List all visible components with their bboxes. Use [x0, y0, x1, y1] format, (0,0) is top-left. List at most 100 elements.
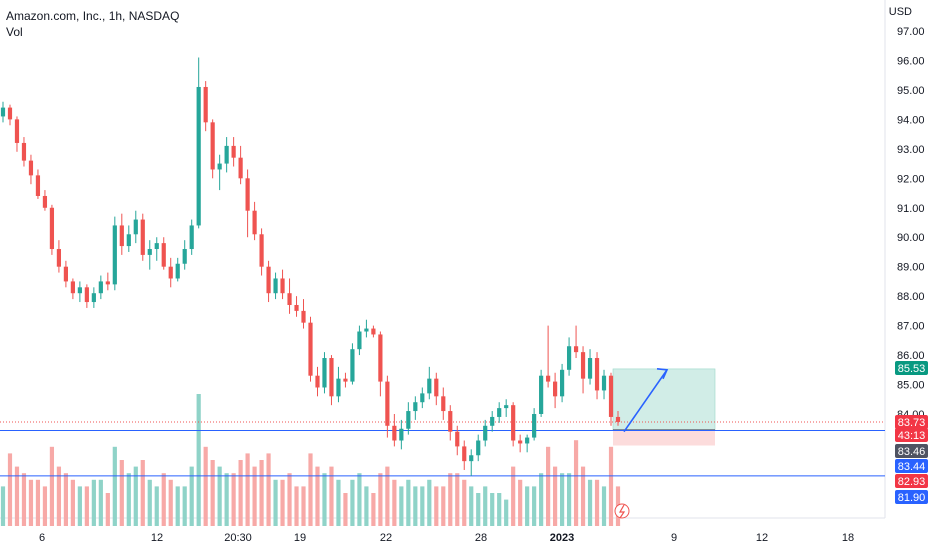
- candle-body: [168, 266, 173, 279]
- candle-body: [105, 281, 110, 285]
- candle-body: [126, 234, 131, 247]
- candle-body: [189, 225, 194, 250]
- price-badge-label: 82.93: [898, 476, 926, 488]
- candle-body: [238, 157, 243, 179]
- volume-bar: [539, 473, 544, 526]
- volume-bar: [56, 466, 62, 526]
- candle-body: [0, 107, 6, 117]
- volume-bar: [245, 453, 250, 526]
- candle-body: [196, 86, 201, 226]
- candle-body: [182, 249, 187, 264]
- candle-body: [392, 425, 397, 441]
- price-tick-label: 92.00: [897, 173, 925, 185]
- candle-body: [476, 440, 481, 456]
- candle-body: [49, 207, 55, 250]
- candle-body: [601, 375, 607, 391]
- volume-bar: [0, 486, 6, 526]
- volume-bar: [371, 493, 376, 526]
- candle-body: [615, 416, 621, 422]
- volume-bar: [392, 479, 397, 526]
- volume-bar: [287, 473, 292, 526]
- candle-body: [587, 358, 593, 379]
- lightning-icon[interactable]: [614, 503, 630, 519]
- volume-bar: [84, 486, 89, 526]
- candle-body: [203, 86, 208, 123]
- price-tick-label: 87.00: [897, 321, 925, 333]
- price-tick-label: 93.00: [897, 144, 925, 156]
- symbol-title[interactable]: Amazon.com, Inc., 1h, NASDAQ: [6, 9, 180, 23]
- volume-bar: [559, 473, 565, 526]
- volume-bar: [546, 446, 551, 526]
- candle-body: [343, 378, 348, 382]
- candle-body: [580, 352, 586, 379]
- stop-zone[interactable]: [613, 429, 715, 446]
- volume-bar: [224, 473, 229, 526]
- volume-bar: [329, 466, 334, 526]
- candle-body: [161, 243, 166, 267]
- volume-bar: [455, 473, 460, 526]
- volume-bar: [476, 493, 481, 526]
- candle-body: [378, 334, 383, 382]
- price-tick-label: 96.00: [897, 55, 925, 67]
- candle-body: [63, 266, 68, 282]
- price-badge-label: 83.73: [898, 417, 926, 429]
- time-tick-label: 20:30: [224, 532, 252, 544]
- price-badge: [895, 415, 928, 429]
- price-badge: [895, 444, 928, 458]
- candle-body: [329, 358, 334, 397]
- volume-bar: [70, 479, 75, 526]
- price-tick-label: 89.00: [897, 262, 925, 274]
- candle-body: [364, 328, 369, 332]
- candle-body: [14, 119, 20, 143]
- currency-label[interactable]: USD: [888, 6, 912, 18]
- volume-bar: [490, 493, 495, 526]
- price-badge: [895, 361, 928, 375]
- candle-body: [273, 278, 278, 294]
- candle-body: [518, 440, 523, 444]
- volume-bar: [35, 479, 41, 526]
- volume-bar: [266, 453, 271, 526]
- candle-body: [7, 107, 13, 120]
- volume-bar: [364, 486, 369, 526]
- volume-label: Vol: [6, 25, 23, 39]
- candle-body: [266, 266, 271, 294]
- volume-bar: [511, 466, 516, 526]
- candle-body: [406, 411, 411, 429]
- candle-body: [42, 195, 48, 208]
- candle-body: [147, 249, 152, 255]
- candle-body: [532, 414, 537, 438]
- candle-body: [371, 328, 376, 335]
- volume-bar: [420, 486, 425, 526]
- lightning-bolt-icon: [618, 504, 626, 519]
- candle-body: [224, 145, 229, 164]
- volume-bar: [203, 446, 208, 526]
- time-tick-label: 6: [39, 532, 45, 544]
- volume-bar: [483, 486, 488, 526]
- volume-bar: [469, 486, 474, 526]
- candle-body: [448, 411, 453, 432]
- volume-bar: [161, 473, 166, 526]
- price-tick-label: 86.00: [897, 350, 925, 362]
- price-badge-label: 81.90: [898, 492, 926, 504]
- volume-bar: [126, 473, 131, 526]
- volume-bar: [336, 479, 341, 526]
- volume-bar: [147, 479, 152, 526]
- candle-body: [56, 249, 62, 267]
- candle-body: [231, 145, 236, 158]
- candle-body: [441, 396, 446, 412]
- projection-arrow[interactable]: [623, 369, 668, 433]
- volume-bar: [217, 466, 222, 526]
- candle-body: [245, 178, 250, 211]
- volume-bar: [497, 493, 502, 526]
- candle-body: [322, 358, 327, 388]
- time-tick-label: 18: [842, 532, 854, 544]
- price-badge-label: 85.53: [898, 363, 926, 375]
- volume-bar: [21, 473, 27, 526]
- candle-body: [21, 142, 27, 161]
- candle-body: [217, 163, 222, 170]
- volume-bar: [77, 486, 82, 526]
- volume-bar: [7, 453, 13, 526]
- time-tick-label: 12: [151, 532, 163, 544]
- time-tick-label: 28: [475, 532, 487, 544]
